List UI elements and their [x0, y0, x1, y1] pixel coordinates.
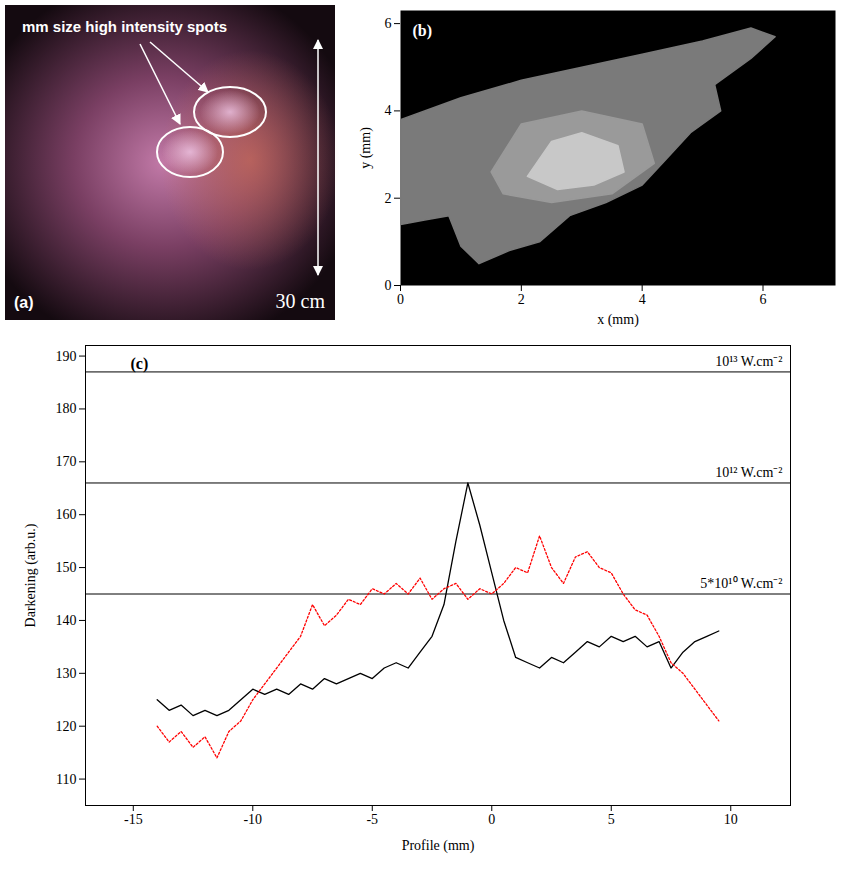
svg-text:Darkening (arb.u.): Darkening (arb.u.) — [23, 523, 39, 627]
svg-text:180: 180 — [56, 401, 77, 416]
svg-text:4: 4 — [639, 292, 646, 307]
svg-text:190: 190 — [56, 349, 77, 364]
svg-text:6: 6 — [385, 16, 392, 31]
svg-text:-10: -10 — [243, 812, 262, 827]
svg-text:0: 0 — [385, 278, 392, 293]
svg-text:5*10¹⁰ W.cm⁻²: 5*10¹⁰ W.cm⁻² — [700, 576, 782, 591]
svg-text:0: 0 — [397, 292, 404, 307]
svg-text:4: 4 — [385, 103, 392, 118]
svg-text:mm size high intensity spots: mm size high intensity spots — [22, 18, 227, 35]
svg-text:160: 160 — [56, 507, 77, 522]
svg-text:(b): (b) — [413, 22, 433, 40]
svg-text:(c): (c) — [131, 355, 149, 373]
svg-text:110: 110 — [56, 772, 76, 787]
svg-text:10¹³ W.cm⁻²: 10¹³ W.cm⁻² — [715, 354, 782, 369]
svg-text:y (mm): y (mm) — [358, 127, 374, 169]
svg-text:-5: -5 — [366, 812, 378, 827]
svg-text:-15: -15 — [124, 812, 143, 827]
svg-text:30 cm: 30 cm — [276, 290, 326, 312]
svg-text:5: 5 — [608, 812, 615, 827]
svg-text:6: 6 — [760, 292, 767, 307]
svg-text:10¹² W.cm⁻²: 10¹² W.cm⁻² — [715, 465, 782, 480]
svg-text:x (mm): x (mm) — [597, 312, 639, 328]
svg-text:140: 140 — [56, 613, 77, 628]
svg-text:0: 0 — [488, 812, 495, 827]
svg-text:2: 2 — [518, 292, 525, 307]
svg-text:(a): (a) — [14, 294, 34, 311]
svg-text:150: 150 — [56, 560, 77, 575]
svg-text:120: 120 — [56, 719, 77, 734]
svg-text:170: 170 — [56, 454, 77, 469]
svg-text:Profile (mm): Profile (mm) — [402, 838, 475, 854]
svg-text:10: 10 — [724, 812, 738, 827]
svg-text:130: 130 — [56, 666, 77, 681]
svg-text:2: 2 — [385, 191, 392, 206]
